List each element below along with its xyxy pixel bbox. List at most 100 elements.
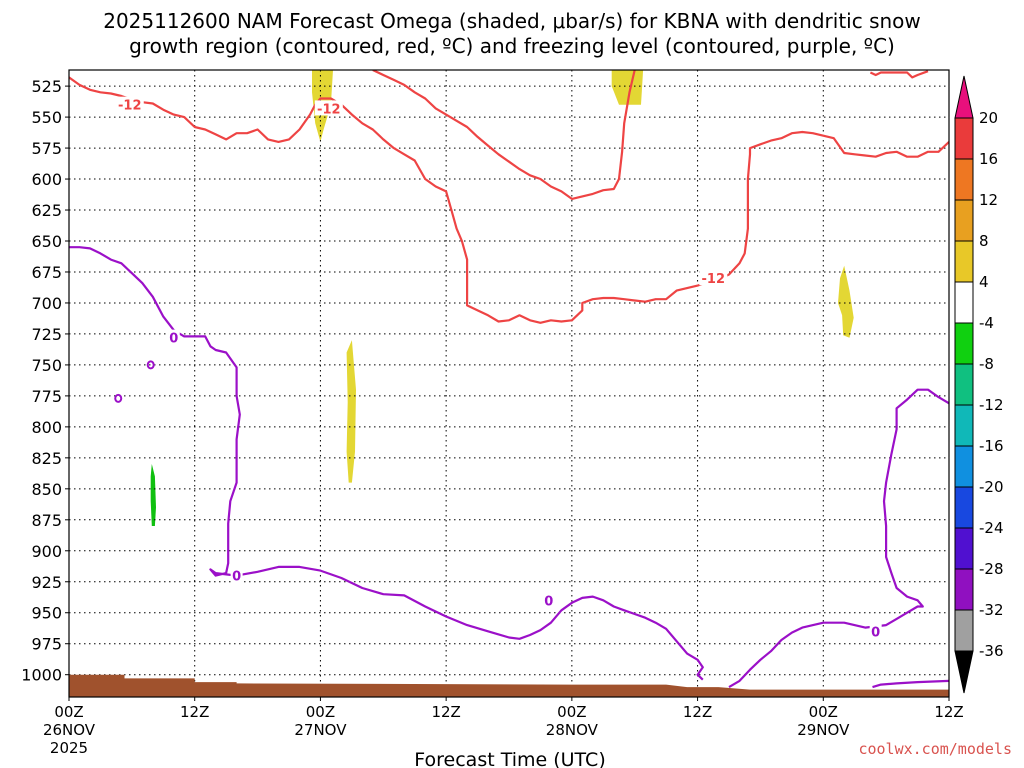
- x-tick-date-72: 29NOV: [797, 721, 850, 739]
- y-tick-label-900: 900: [31, 542, 62, 561]
- dgz-upper-contour: [69, 76, 949, 324]
- x-tick-label-24: 00Z: [306, 703, 335, 721]
- colorbar-label-13: -36: [979, 642, 1004, 660]
- x-tick-label-0: 00Z: [54, 703, 83, 721]
- contour-label-bg-1: [314, 100, 343, 116]
- contour-label-bg-5: [542, 592, 555, 608]
- colorbar-label-9: -20: [979, 478, 1004, 496]
- y-tick-label-825: 825: [31, 449, 62, 468]
- colorbar-segment-8: [954, 445, 974, 488]
- x-tick-year-0: 2025: [50, 739, 88, 757]
- freezing-main-contour: [69, 246, 704, 681]
- y-tick-label-975: 975: [31, 635, 62, 654]
- colorbar-segment-3: [954, 240, 974, 283]
- colorbar-label-7: -12: [979, 396, 1004, 414]
- credit-link[interactable]: coolwx.com/models: [858, 740, 1012, 758]
- colorbar-label-10: -24: [979, 519, 1004, 537]
- x-tick-label-12: 12Z: [180, 703, 209, 721]
- omega-minus-a-shade: [150, 464, 156, 526]
- colorbar-cap-top: [954, 75, 974, 119]
- y-axis: 525 550 575 600 625 650 675 700 725 750 775 800 825 8…: [21, 77, 69, 685]
- chart-title-line-2: growth region (contoured, red, ºC) and f…: [129, 34, 895, 58]
- plot-area: -12 -12 -12 0 0 0 0: [68, 69, 950, 698]
- contour-label-bg-6: [869, 623, 882, 639]
- y-tick-label-1000: 1000: [21, 666, 62, 685]
- colorbar-segment-6: [954, 363, 974, 406]
- colorbar-segment-0: [954, 117, 974, 160]
- colorbar-segment-5: [954, 322, 974, 365]
- freezing-ring-1: [114, 393, 123, 403]
- y-tick-label-950: 950: [31, 604, 62, 623]
- contour-label-bg-3: [167, 329, 180, 345]
- contour-label-bg-4: [230, 567, 243, 583]
- colorbar-segment-4: [954, 281, 974, 324]
- omega-plus-d-shade: [838, 265, 854, 338]
- x-tick-date-0: 26NOV: [43, 721, 96, 739]
- colorbar: 20 16 12 8 4 -4 -8 -12 -16 -20 -24 -28 -32 -36: [954, 75, 1004, 694]
- contour-label-3: 0: [169, 332, 178, 347]
- plot-frame: [68, 69, 950, 698]
- x-tick-date-24: 27NOV: [294, 721, 347, 739]
- freezing-right-contour: [728, 388, 949, 689]
- colorbar-cap-bottom: [954, 650, 974, 694]
- colorbar-segment-1: [954, 158, 974, 201]
- colorbar-segment-10: [954, 527, 974, 570]
- omega-plus-c-shade: [346, 340, 356, 483]
- contour-label-2: -12: [702, 272, 726, 287]
- y-tick-label-550: 550: [31, 108, 62, 127]
- x-tick-label-36: 12Z: [431, 703, 460, 721]
- y-tick-label-600: 600: [31, 170, 62, 189]
- contour-label-bg-0: [115, 96, 144, 112]
- contour-label-4: 0: [232, 570, 241, 585]
- x-axis-label: Forecast Time (UTC): [414, 749, 605, 768]
- y-tick-label-625: 625: [31, 201, 62, 220]
- plot-inner: -12 -12 -12 0 0 0 0: [69, 70, 949, 697]
- colorbar-segment-12: [954, 609, 974, 652]
- colorbar-segment-9: [954, 486, 974, 529]
- colorbar-label-4: 4: [979, 273, 989, 291]
- y-tick-label-925: 925: [31, 573, 62, 592]
- colorbar-label-11: -28: [979, 560, 1004, 578]
- x-tick-label-72: 00Z: [809, 703, 838, 721]
- colorbar-label-2: 12: [979, 191, 998, 209]
- contour-label-6: 0: [871, 625, 880, 640]
- dgz-lower-contour: [372, 70, 636, 200]
- dgz-topright-contour: [869, 70, 929, 79]
- x-tick-label-48: 00Z: [557, 703, 586, 721]
- y-tick-label-775: 775: [31, 387, 62, 406]
- colorbar-label-6: -8: [979, 355, 994, 373]
- contour-label-bg-2: [699, 270, 728, 286]
- colorbar-label-8: -16: [979, 437, 1004, 455]
- y-tick-label-700: 700: [31, 294, 62, 313]
- x-tick-label-60: 12Z: [683, 703, 712, 721]
- freezing-bottomright-contour: [872, 679, 949, 689]
- y-tick-label-575: 575: [31, 139, 62, 158]
- freezing-ring-0: [146, 360, 155, 370]
- y-tick-label-875: 875: [31, 511, 62, 530]
- y-tick-label-725: 725: [31, 325, 62, 344]
- y-tick-label-525: 525: [31, 77, 62, 96]
- colorbar-label-3: 8: [979, 232, 989, 250]
- colorbar-segment-7: [954, 404, 974, 447]
- y-tick-label-750: 750: [31, 356, 62, 375]
- contour-label-5: 0: [544, 594, 553, 609]
- omega-plus-b-shade: [611, 70, 644, 105]
- colorbar-label-12: -32: [979, 601, 1004, 619]
- ground-terrain: [69, 674, 949, 697]
- chart-title-line-1: 2025112600 NAM Forecast Omega (shaded, μ…: [103, 9, 921, 33]
- colorbar-label-0: 20: [979, 109, 998, 127]
- colorbar-label-1: 16: [979, 150, 998, 168]
- y-tick-label-650: 650: [31, 232, 62, 251]
- x-tick-label-84: 12Z: [934, 703, 963, 721]
- y-tick-label-675: 675: [31, 263, 62, 282]
- y-tick-label-800: 800: [31, 418, 62, 437]
- contour-label-1: -12: [317, 102, 341, 117]
- x-tick-date-48: 28NOV: [546, 721, 599, 739]
- y-tick-label-850: 850: [31, 480, 62, 499]
- contour-label-0: -12: [118, 99, 142, 114]
- colorbar-segment-2: [954, 199, 974, 242]
- colorbar-segment-11: [954, 568, 974, 611]
- colorbar-label-5: -4: [979, 314, 994, 332]
